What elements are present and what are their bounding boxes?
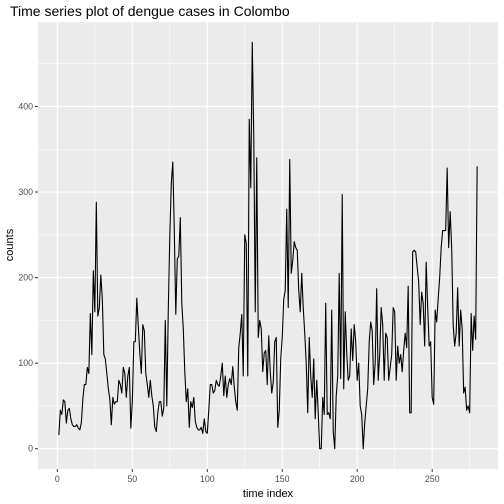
plot-panel (38, 22, 498, 469)
y-tick-label: 200 (18, 273, 33, 283)
minor-gridlines (38, 22, 498, 469)
y-tick-label: 100 (18, 358, 33, 368)
y-tick-label: 300 (18, 187, 33, 197)
x-axis: 0 50 100 150 200 250 (55, 469, 440, 484)
chart-title: Time series plot of dengue cases in Colo… (10, 3, 290, 19)
x-tick-label: 200 (350, 474, 365, 484)
series-line (58, 41, 478, 450)
x-tick-label: 150 (275, 474, 290, 484)
x-tick-label: 100 (200, 474, 215, 484)
y-tick-label: 400 (18, 101, 33, 111)
y-tick-label: 0 (28, 444, 33, 454)
y-axis: 0 100 200 300 400 (18, 101, 38, 454)
x-tick-label: 50 (127, 474, 137, 484)
x-tick-label: 250 (425, 474, 440, 484)
x-axis-label: time index (243, 488, 294, 500)
y-axis-label: counts (4, 228, 16, 261)
x-tick-label: 0 (55, 474, 60, 484)
